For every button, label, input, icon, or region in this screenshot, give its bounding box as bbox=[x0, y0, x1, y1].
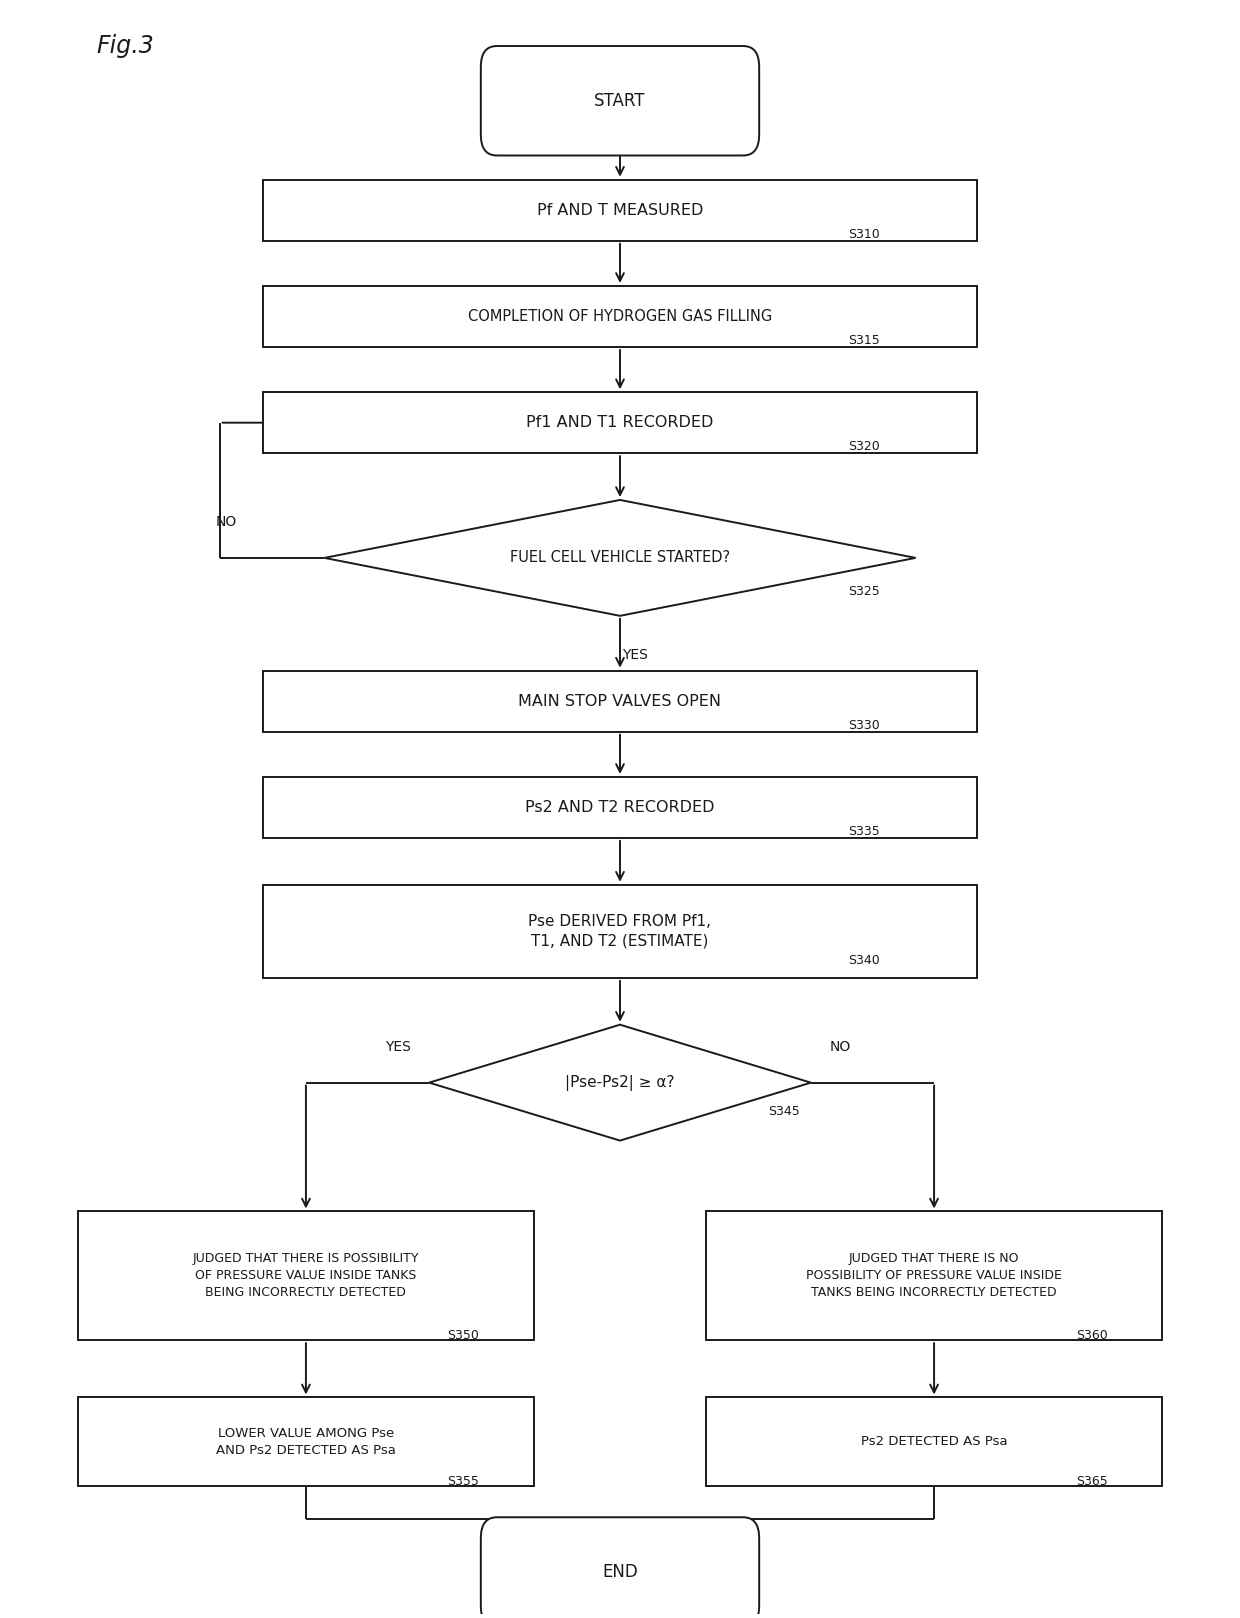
FancyBboxPatch shape bbox=[481, 45, 759, 155]
Text: Ps2 DETECTED AS Psa: Ps2 DETECTED AS Psa bbox=[861, 1435, 1007, 1448]
Text: Pf1 AND T1 RECORDED: Pf1 AND T1 RECORDED bbox=[526, 416, 714, 430]
Bar bbox=[78, 1212, 533, 1340]
Text: Ps2 AND T2 RECORDED: Ps2 AND T2 RECORDED bbox=[526, 799, 714, 815]
Text: YES: YES bbox=[621, 649, 647, 662]
Text: YES: YES bbox=[384, 1040, 410, 1053]
Text: MAIN STOP VALVES OPEN: MAIN STOP VALVES OPEN bbox=[518, 694, 722, 709]
Text: COMPLETION OF HYDROGEN GAS FILLING: COMPLETION OF HYDROGEN GAS FILLING bbox=[467, 309, 773, 324]
FancyBboxPatch shape bbox=[481, 1518, 759, 1618]
Text: Pse DERIVED FROM Pf1,
T1, AND T2 (ESTIMATE): Pse DERIVED FROM Pf1, T1, AND T2 (ESTIMA… bbox=[528, 914, 712, 948]
Bar bbox=[263, 286, 977, 346]
Text: S340: S340 bbox=[848, 953, 879, 968]
Text: Pf AND T MEASURED: Pf AND T MEASURED bbox=[537, 202, 703, 218]
Bar bbox=[263, 392, 977, 453]
Text: S345: S345 bbox=[768, 1105, 800, 1118]
Text: FUEL CELL VEHICLE STARTED?: FUEL CELL VEHICLE STARTED? bbox=[510, 550, 730, 565]
Bar bbox=[263, 885, 977, 977]
Text: S315: S315 bbox=[848, 333, 879, 348]
Bar bbox=[263, 670, 977, 731]
Text: END: END bbox=[603, 1563, 637, 1581]
Bar bbox=[707, 1212, 1162, 1340]
Text: Fig.3: Fig.3 bbox=[97, 34, 154, 58]
Text: S360: S360 bbox=[1076, 1328, 1107, 1341]
Text: START: START bbox=[594, 92, 646, 110]
Text: JUDGED THAT THERE IS POSSIBILITY
OF PRESSURE VALUE INSIDE TANKS
BEING INCORRECTL: JUDGED THAT THERE IS POSSIBILITY OF PRES… bbox=[192, 1252, 419, 1299]
Text: S365: S365 bbox=[1076, 1476, 1107, 1489]
Bar bbox=[263, 777, 977, 838]
Bar bbox=[78, 1398, 533, 1485]
Text: S330: S330 bbox=[848, 718, 879, 731]
Text: S320: S320 bbox=[848, 440, 879, 453]
Polygon shape bbox=[429, 1024, 811, 1141]
Bar bbox=[263, 180, 977, 241]
Text: NO: NO bbox=[216, 515, 237, 529]
Text: S355: S355 bbox=[448, 1476, 480, 1489]
Text: S335: S335 bbox=[848, 825, 879, 838]
Text: LOWER VALUE AMONG Pse
AND Ps2 DETECTED AS Psa: LOWER VALUE AMONG Pse AND Ps2 DETECTED A… bbox=[216, 1427, 396, 1456]
Bar bbox=[707, 1398, 1162, 1485]
Polygon shape bbox=[325, 500, 915, 616]
Text: JUDGED THAT THERE IS NO
POSSIBILITY OF PRESSURE VALUE INSIDE
TANKS BEING INCORRE: JUDGED THAT THERE IS NO POSSIBILITY OF P… bbox=[806, 1252, 1061, 1299]
Text: |Pse-Ps2| ≥ α?: |Pse-Ps2| ≥ α? bbox=[565, 1074, 675, 1091]
Text: NO: NO bbox=[830, 1040, 851, 1053]
Text: S310: S310 bbox=[848, 228, 879, 241]
Text: S325: S325 bbox=[848, 586, 879, 599]
Text: S350: S350 bbox=[448, 1328, 480, 1341]
